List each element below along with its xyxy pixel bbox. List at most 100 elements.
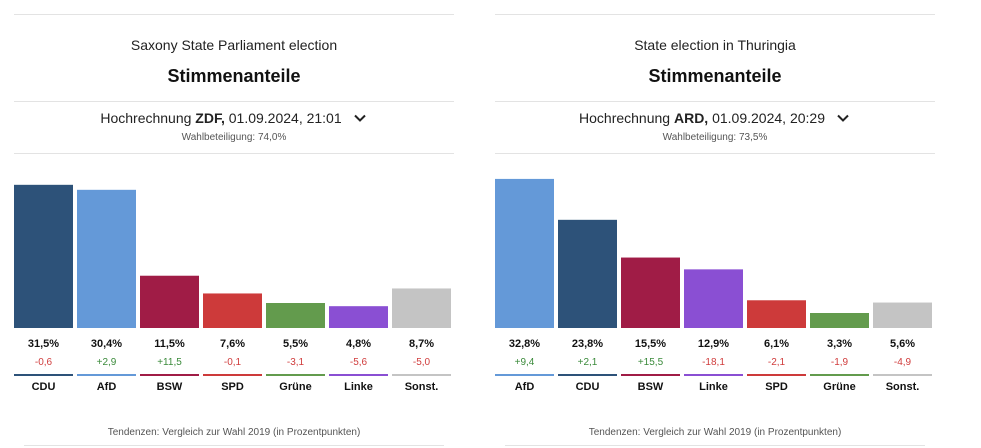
category-label: CDU [576,381,600,393]
party-color-line [77,374,136,376]
chevron-down-icon[interactable] [835,110,851,126]
bar [266,303,325,328]
category-label: CDU [32,381,56,393]
bar [747,300,806,328]
bar [684,269,743,328]
party-color-line [684,374,743,376]
value-label: 7,6% [220,338,245,350]
divider [14,101,454,102]
category-label: Sonst. [886,381,920,393]
value-label: 4,8% [346,338,371,350]
party-color-line [266,374,325,376]
change-label: -2,1 [768,357,786,368]
bar [621,257,680,328]
election-panel-thuringia: State election in Thuringia Stimmenantei… [495,0,935,448]
bar [810,313,869,328]
party-color-line [621,374,680,376]
change-label: -5,0 [413,357,431,368]
bar [392,288,451,328]
panel-subtitle: State election in Thuringia [634,37,796,53]
value-label: 31,5% [28,338,59,350]
change-label: -18,1 [702,357,725,368]
value-label: 23,8% [572,338,603,350]
footnote: Tendenzen: Vergleich zur Wahl 2019 (in P… [588,427,842,438]
change-label: -3,1 [287,357,305,368]
party-color-line [329,374,388,376]
change-label: -4,9 [894,357,912,368]
change-label: -0,6 [35,357,53,368]
panel-title: Stimmenanteile [648,66,782,86]
change-label: -0,1 [224,357,242,368]
category-label: Grüne [823,381,855,393]
bar [203,293,262,328]
projection-selector[interactable]: Hochrechnung ZDF, 01.09.2024, 21:01 [14,110,454,126]
category-label: AfD [515,381,535,393]
category-label: SPD [765,381,788,393]
value-label: 5,6% [890,338,915,350]
change-label: -1,9 [831,357,849,368]
party-color-line [558,374,617,376]
party-color-line [873,374,932,376]
category-label: AfD [97,381,117,393]
change-label: +2,1 [578,357,598,368]
divider [24,445,444,446]
selector-source: ZDF, [195,110,225,126]
divider [14,153,454,154]
divider [14,14,454,15]
bar [873,302,932,328]
panel-subtitle: Saxony State Parliament election [130,37,338,53]
change-label: -5,6 [350,357,368,368]
selector-datetime: 01.09.2024, 20:29 [708,110,825,126]
value-label: 32,8% [509,338,540,350]
party-color-line [810,374,869,376]
selector-prefix: Hochrechnung [100,110,196,126]
bar [14,184,73,328]
bar-chart: 31,5% -0,6 CDU 30,4% +2,9 AfD 11,5% +11,5 BSW 7,6… [14,184,451,393]
bar-chart: 32,8% +9,4 AfD 23,8% +2,1 CDU 15,5% +15,5 BSW 12,… [495,178,932,393]
value-label: 12,9% [698,338,729,350]
footnote: Tendenzen: Vergleich zur Wahl 2019 (in P… [107,427,361,438]
chevron-down-icon[interactable] [352,110,368,126]
value-label: 6,1% [764,338,789,350]
category-label: BSW [638,381,664,393]
change-label: +15,5 [638,357,664,368]
change-label: +2,9 [97,357,117,368]
party-color-line [495,374,554,376]
value-label: 30,4% [91,338,122,350]
party-color-line [140,374,199,376]
change-label: +11,5 [157,357,182,368]
party-color-line [392,374,451,376]
party-color-line [747,374,806,376]
bar [558,219,617,328]
bar [495,178,554,328]
selector-datetime: 01.09.2024, 21:01 [224,110,342,126]
category-label: Linke [344,381,373,393]
category-label: Sonst. [405,381,439,393]
bar [329,306,388,328]
category-label: Linke [699,381,728,393]
category-label: Grüne [279,381,311,393]
category-label: SPD [221,381,244,393]
bar [140,275,199,328]
divider [505,445,925,446]
divider [495,14,935,15]
value-label: 5,5% [283,338,308,350]
bar [77,189,136,328]
projection-selector[interactable]: Hochrechnung ARD, 01.09.2024, 20:29 [495,110,935,126]
party-color-line [14,374,73,376]
value-label: 11,5% [154,338,185,350]
value-label: 8,7% [409,338,434,350]
party-color-line [203,374,262,376]
turnout-text: Wahlbeteiligung: 74,0% [181,132,287,143]
value-label: 15,5% [635,338,666,350]
divider [495,101,935,102]
change-label: +9,4 [515,357,535,368]
turnout-text: Wahlbeteiligung: 73,5% [662,132,768,143]
selector-prefix: Hochrechnung [579,110,674,126]
value-label: 3,3% [827,338,852,350]
category-label: BSW [157,381,183,393]
election-panel-saxony: Saxony State Parliament election Stimmen… [14,0,454,448]
selector-source: ARD, [673,110,709,126]
panel-title: Stimmenanteile [167,66,301,86]
divider [495,153,935,154]
